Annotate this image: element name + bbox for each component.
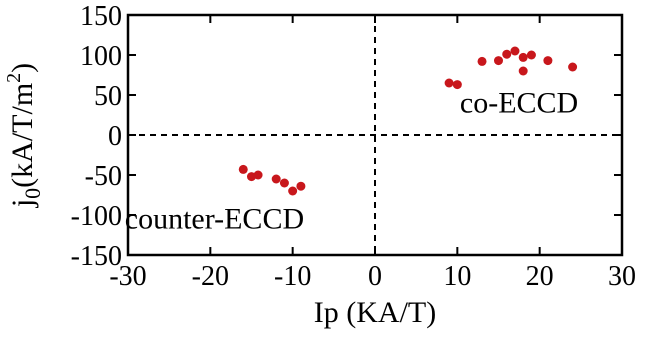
- data-point: [510, 46, 520, 56]
- y-axis-label: j0(kA/T/m2): [3, 63, 45, 208]
- y-label-subscript: 0: [20, 188, 45, 199]
- data-point: [288, 186, 298, 196]
- data-point: [543, 56, 553, 66]
- y-label-unit: (kA/T/m: [6, 83, 39, 188]
- x-tick-label: 30: [608, 261, 636, 292]
- y-tick-label: 150: [80, 1, 122, 32]
- y-tick-label: 50: [94, 81, 122, 112]
- x-tick-label: 20: [526, 261, 554, 292]
- y-tick-label: -50: [85, 161, 122, 192]
- y-label-main: j: [6, 199, 39, 208]
- x-tick-label: 0: [368, 261, 382, 292]
- y-tick-label: -100: [71, 201, 122, 232]
- x-tick-label: 10: [443, 261, 471, 292]
- x-axis-label: Ip (KA/T): [314, 296, 436, 329]
- data-point: [452, 80, 462, 90]
- data-point: [526, 50, 536, 60]
- annotation-label: co-ECCD: [460, 87, 578, 120]
- data-point: [238, 164, 248, 174]
- x-tick-label: -30: [109, 261, 146, 292]
- data-point: [477, 56, 487, 66]
- y-label-close: ): [6, 63, 39, 73]
- data-point: [494, 56, 503, 66]
- y-label-superscript: 2: [3, 73, 25, 83]
- y-tick-label: 0: [108, 121, 122, 152]
- data-point: [253, 170, 263, 180]
- y-tick-label: 100: [80, 41, 122, 72]
- data-point: [296, 181, 306, 191]
- data-point: [502, 49, 512, 59]
- data-point: [568, 62, 578, 72]
- x-tick-label: -20: [192, 261, 229, 292]
- y-tick-label: -150: [71, 241, 122, 272]
- data-point: [444, 78, 454, 88]
- x-tick-label: -10: [274, 261, 311, 292]
- data-point: [518, 66, 528, 76]
- data-point: [279, 178, 289, 188]
- annotation-label: counter-ECCD: [125, 203, 304, 236]
- data-point: [518, 52, 528, 62]
- data-point: [271, 174, 281, 184]
